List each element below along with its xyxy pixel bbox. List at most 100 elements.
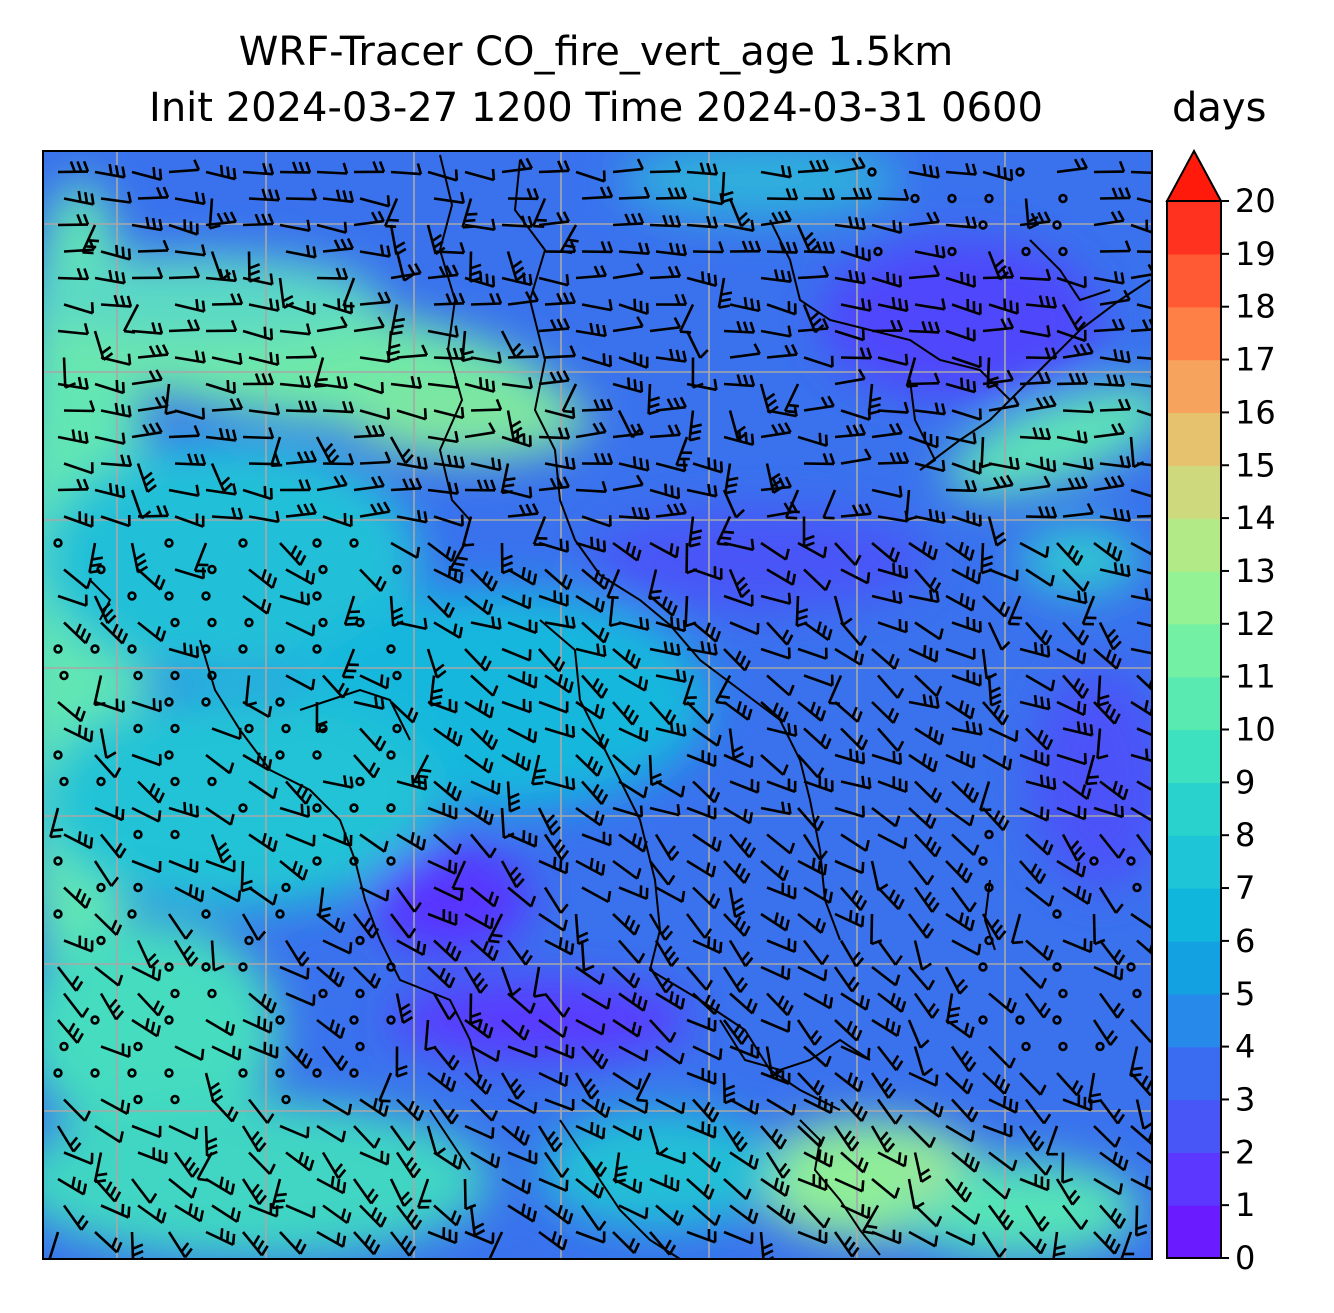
colorbar-tick-label: 18	[1235, 288, 1276, 326]
wind-barb	[279, 1124, 310, 1139]
wind-barb	[1025, 727, 1054, 751]
wind-barb	[285, 621, 316, 637]
wind-barb	[581, 1045, 609, 1070]
wind-barb	[1062, 342, 1094, 359]
wind-barb	[688, 516, 703, 548]
wind-barb	[618, 1045, 649, 1062]
wind-calm-marker	[910, 193, 920, 204]
wind-barb	[840, 298, 872, 312]
wind-barb	[359, 833, 389, 853]
wind-barb	[575, 857, 606, 877]
wind-barb	[1045, 1125, 1059, 1156]
wind-barb	[581, 831, 612, 847]
wind-barb	[1061, 1152, 1074, 1184]
wind-barb	[1093, 701, 1121, 725]
wind-barb	[248, 188, 281, 202]
wind-barb	[797, 647, 828, 660]
wind-barb	[538, 538, 569, 553]
wind-barb	[581, 1098, 611, 1119]
colorbar-segment	[1167, 729, 1221, 783]
wind-barb	[1055, 1178, 1081, 1206]
wind-barb	[168, 642, 200, 659]
wind-barb	[507, 290, 539, 306]
wind-barb	[433, 565, 464, 584]
wind-barb	[871, 271, 902, 288]
wind-barb	[877, 992, 907, 1013]
wind-barb	[1099, 349, 1131, 364]
wind-calm-marker	[133, 882, 143, 893]
wind-barb	[427, 169, 459, 182]
wind-barb	[164, 383, 177, 416]
wind-barb	[575, 1177, 605, 1199]
wind-barb	[655, 502, 687, 518]
wind-barb	[797, 1229, 828, 1245]
wind-barb	[655, 1098, 686, 1115]
wind-barb	[655, 1204, 684, 1227]
wind-barb	[211, 1098, 239, 1123]
wind-barb	[390, 163, 423, 176]
wind-barb	[649, 541, 680, 559]
wind-barb	[944, 966, 969, 995]
wind-barb	[57, 213, 90, 227]
wind-barb	[378, 1072, 393, 1103]
wind-calm-marker	[312, 856, 322, 866]
wind-barb	[914, 508, 946, 524]
wind-barb	[581, 674, 609, 699]
colorbar-tick-label: 7	[1235, 869, 1255, 907]
wind-barb	[833, 1231, 860, 1258]
wind-barb	[834, 701, 863, 723]
wind-barb	[63, 831, 94, 850]
wind-barb	[433, 1151, 463, 1170]
wind-barb	[581, 299, 613, 312]
wind-barb	[575, 700, 605, 720]
wind-barb	[1061, 303, 1086, 332]
wind-barb	[389, 913, 417, 939]
colorbar-tick-label: 8	[1235, 816, 1255, 854]
wind-barb	[359, 195, 391, 208]
wind-barb	[1099, 1204, 1127, 1229]
wind-barb	[877, 727, 905, 752]
wind-barb	[581, 780, 609, 805]
wind-barb	[285, 300, 316, 316]
wind-barb	[537, 807, 561, 836]
wind-barb	[803, 776, 834, 793]
wind-barb	[1062, 456, 1094, 471]
colorbar-tick-label: 10	[1235, 711, 1276, 749]
wind-barb	[686, 750, 717, 768]
wind-barb	[359, 407, 391, 421]
wind-calm-marker	[1052, 962, 1062, 972]
wind-barb	[618, 1098, 649, 1115]
wind-barb	[94, 1231, 123, 1254]
colorbar-segment	[1167, 465, 1221, 519]
wind-barb	[988, 1095, 1019, 1114]
wind-barb	[877, 886, 905, 911]
wind-barb	[612, 1018, 642, 1038]
wind-barb	[723, 860, 751, 884]
wind-barb	[1019, 541, 1050, 559]
wind-barb	[980, 542, 994, 575]
wind-barb	[174, 567, 205, 580]
wind-barb	[760, 965, 791, 981]
wind-barb	[507, 566, 538, 586]
wind-barb	[1098, 621, 1122, 651]
wind-barb	[174, 884, 205, 903]
wind-calm-marker	[133, 670, 143, 681]
wind-calm-marker	[53, 750, 63, 760]
wind-barb	[427, 1227, 458, 1245]
wind-barb	[728, 939, 754, 968]
wind-barb	[544, 406, 576, 420]
wind-barb	[470, 292, 503, 306]
wind-barb	[62, 1204, 89, 1231]
wind-barb	[316, 376, 348, 390]
wind-barb	[248, 510, 280, 524]
wind-barb	[766, 405, 798, 418]
wind-barb	[766, 723, 798, 738]
wind-barb	[1093, 965, 1124, 981]
wind-barb	[1098, 992, 1125, 1019]
wind-barb	[840, 727, 869, 751]
wind-barb	[100, 1203, 131, 1219]
wind-barb	[914, 833, 942, 858]
wind-calm-marker	[349, 1068, 359, 1078]
wind-barb	[1130, 1175, 1152, 1192]
